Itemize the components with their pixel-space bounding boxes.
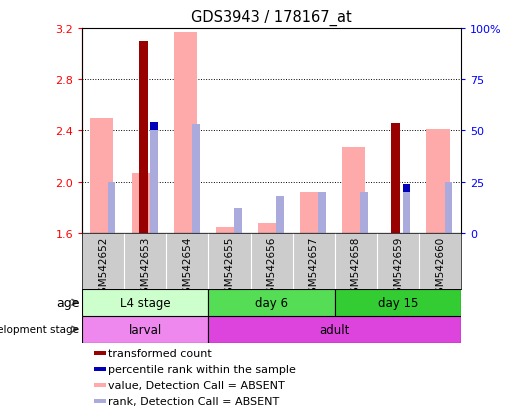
Bar [258, 223, 281, 233]
Bar [192, 125, 200, 233]
Text: GSM542653: GSM542653 [140, 236, 151, 299]
Text: GSM542656: GSM542656 [267, 236, 277, 299]
Bar [138, 42, 148, 233]
Bar [342, 148, 365, 233]
Text: day 15: day 15 [378, 296, 418, 309]
Text: GSM542655: GSM542655 [225, 236, 234, 299]
Bar [82, 316, 208, 343]
Bar [174, 33, 197, 233]
Bar [445, 182, 452, 233]
Bar [90, 119, 113, 233]
Text: value, Detection Call = ABSENT: value, Detection Call = ABSENT [108, 380, 285, 390]
Bar [93, 367, 106, 371]
Text: GSM542654: GSM542654 [182, 236, 192, 299]
Text: larval: larval [129, 323, 162, 336]
Bar [150, 123, 157, 131]
Text: development stage: development stage [0, 324, 80, 335]
Text: day 6: day 6 [255, 296, 288, 309]
Text: GSM542659: GSM542659 [393, 236, 403, 299]
Bar [82, 289, 208, 316]
Text: GSM542657: GSM542657 [309, 236, 319, 299]
Bar [216, 227, 239, 233]
Text: age: age [56, 296, 80, 309]
Bar [403, 184, 410, 192]
Text: GSM542658: GSM542658 [351, 236, 361, 299]
Text: transformed count: transformed count [108, 348, 212, 358]
Text: adult: adult [320, 323, 350, 336]
Bar [208, 289, 335, 316]
Bar [131, 173, 155, 233]
Bar [300, 192, 323, 233]
Bar [360, 192, 368, 233]
Bar [93, 383, 106, 387]
Text: rank, Detection Call = ABSENT: rank, Detection Call = ABSENT [108, 396, 279, 406]
Bar [335, 289, 461, 316]
Text: GSM542652: GSM542652 [98, 236, 108, 299]
Bar [108, 182, 116, 233]
Bar [93, 351, 106, 355]
Bar [234, 209, 242, 233]
Bar [150, 127, 157, 233]
Bar [391, 123, 401, 233]
Text: GSM542660: GSM542660 [435, 236, 445, 299]
Bar [319, 192, 326, 233]
Bar [403, 188, 410, 233]
Title: GDS3943 / 178167_at: GDS3943 / 178167_at [191, 10, 352, 26]
Bar [276, 197, 284, 233]
Text: percentile rank within the sample: percentile rank within the sample [108, 364, 296, 374]
Text: L4 stage: L4 stage [120, 296, 171, 309]
Bar [93, 399, 106, 403]
Bar [426, 130, 449, 233]
Bar [208, 316, 461, 343]
